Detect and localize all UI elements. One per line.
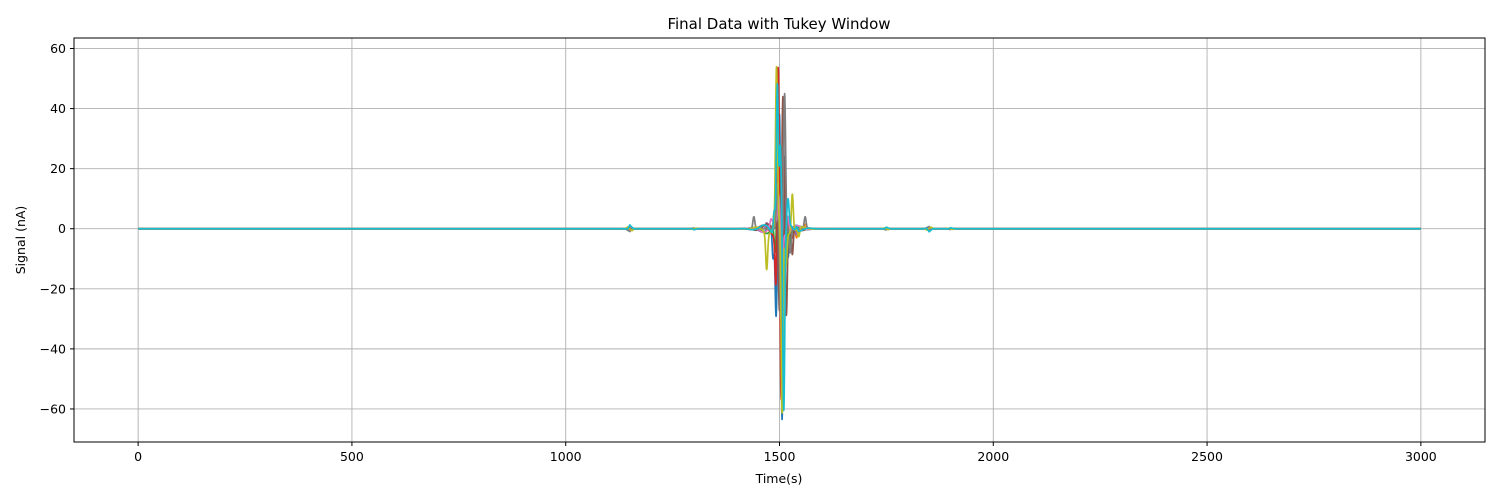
y-tick-label: −60 xyxy=(40,401,66,416)
y-axis-label: Signal (nA) xyxy=(13,206,28,275)
x-axis: 0 500 1000 1500 2000 2500 3000 xyxy=(134,442,1437,464)
x-tick-label: 1000 xyxy=(550,449,582,464)
y-tick-label: −20 xyxy=(40,281,66,296)
y-tick-label: 20 xyxy=(50,161,66,176)
x-tick-label: 3000 xyxy=(1405,449,1437,464)
y-axis: 60 40 20 0 −20 −40 −60 xyxy=(40,41,74,416)
y-tick-label: 40 xyxy=(50,101,66,116)
series-group xyxy=(138,65,1421,421)
y-tick-label: 60 xyxy=(50,41,66,56)
x-axis-label: Time(s) xyxy=(755,471,803,486)
x-tick-label: 1500 xyxy=(764,449,796,464)
x-tick-label: 2000 xyxy=(977,449,1009,464)
series-line-10 xyxy=(138,82,1421,412)
x-tick-label: 500 xyxy=(340,449,364,464)
y-tick-label: −40 xyxy=(40,341,66,356)
chart-title: Final Data with Tukey Window xyxy=(667,15,890,33)
y-tick-label: 0 xyxy=(58,221,66,236)
x-tick-label: 2500 xyxy=(1191,449,1223,464)
x-tick-label: 0 xyxy=(134,449,142,464)
